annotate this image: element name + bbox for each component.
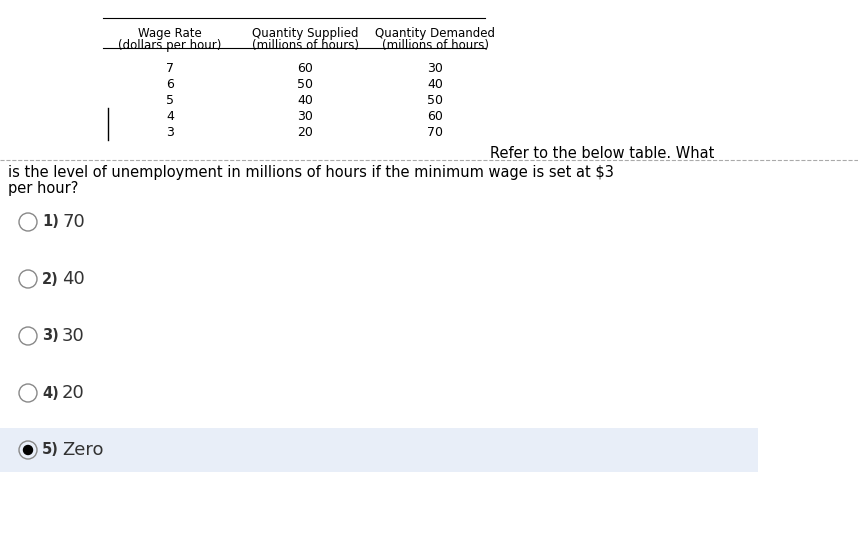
Text: 5): 5) — [42, 443, 59, 458]
Text: 30: 30 — [297, 109, 313, 122]
Text: (millions of hours): (millions of hours) — [382, 38, 488, 51]
Text: 4: 4 — [166, 109, 174, 122]
Text: 4): 4) — [42, 386, 58, 400]
Text: 6: 6 — [166, 77, 174, 90]
Text: 30: 30 — [62, 327, 85, 345]
Text: 3): 3) — [42, 328, 58, 344]
Text: (millions of hours): (millions of hours) — [251, 38, 359, 51]
Text: Quantity Demanded: Quantity Demanded — [375, 27, 495, 39]
Text: 60: 60 — [427, 109, 443, 122]
Text: 60: 60 — [297, 62, 313, 75]
Text: 7: 7 — [166, 62, 174, 75]
Text: 70: 70 — [62, 213, 85, 231]
Text: 40: 40 — [62, 270, 85, 288]
Text: 30: 30 — [427, 62, 443, 75]
Text: Quantity Supplied: Quantity Supplied — [251, 27, 359, 39]
Text: is the level of unemployment in millions of hours if the minimum wage is set at : is the level of unemployment in millions… — [8, 166, 613, 181]
Bar — [0, 428, 758, 472]
Text: 1): 1) — [42, 214, 59, 229]
Text: 2): 2) — [42, 272, 58, 287]
Text: 3: 3 — [166, 126, 174, 138]
Text: Zero: Zero — [62, 441, 104, 459]
Text: 20: 20 — [297, 126, 313, 138]
Text: 20: 20 — [62, 384, 85, 402]
Text: Refer to the below table. What: Refer to the below table. What — [490, 146, 715, 161]
Circle shape — [23, 445, 33, 454]
Text: 5: 5 — [166, 94, 174, 107]
Text: 70: 70 — [427, 126, 443, 138]
Text: (dollars per hour): (dollars per hour) — [118, 38, 221, 51]
Text: 50: 50 — [427, 94, 443, 107]
Text: 50: 50 — [297, 77, 313, 90]
Text: per hour?: per hour? — [8, 181, 78, 196]
Text: Wage Rate: Wage Rate — [138, 27, 202, 39]
Text: 40: 40 — [297, 94, 313, 107]
Text: 40: 40 — [427, 77, 443, 90]
